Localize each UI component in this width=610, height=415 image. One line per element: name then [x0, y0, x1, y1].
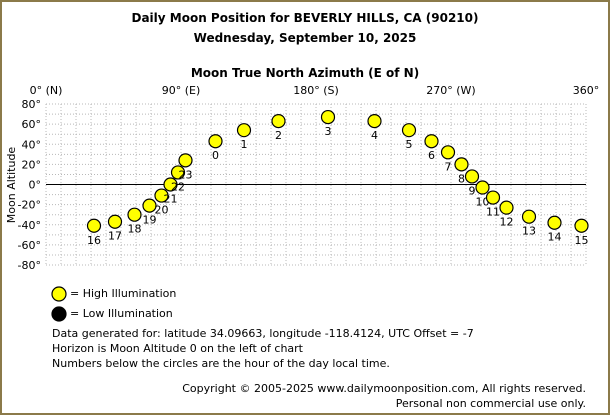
moon-position-point [475, 180, 490, 195]
copyright-text: Copyright © 2005-2025 www.dailymoonposit… [182, 382, 586, 395]
y-tick-label: -40° [18, 219, 41, 232]
moon-position-point [178, 153, 193, 168]
chart-date: Wednesday, September 10, 2025 [193, 31, 417, 45]
info-line-hours: Numbers below the circles are the hour o… [52, 357, 390, 370]
hour-label: 0 [212, 149, 219, 162]
hour-label: 14 [548, 231, 562, 244]
moon-position-point [86, 218, 102, 233]
personal-use-text: Personal non commercial use only. [395, 397, 586, 410]
moon-position-point [142, 198, 157, 213]
moon-position-point [271, 114, 286, 129]
y-tick-label: -80° [18, 259, 41, 272]
moon-position-point [208, 134, 223, 149]
hour-label: 13 [522, 225, 536, 238]
moon-position-point [574, 218, 589, 233]
chart-title: Daily Moon Position for BEVERLY HILLS, C… [131, 11, 479, 25]
hour-label: 21 [164, 193, 178, 206]
legend-high-marker [51, 286, 67, 302]
moon-position-point [107, 214, 123, 229]
moon-position-point [440, 145, 456, 160]
hour-label: 9 [469, 184, 476, 197]
moon-position-point [127, 207, 142, 222]
y-tick-label: 0° [29, 179, 42, 192]
info-line-horizon: Horizon is Moon Altitude 0 on the left o… [52, 342, 303, 355]
grid-layer [45, 103, 587, 266]
hour-label: 3 [325, 125, 332, 138]
x-axis-title: Moon True North Azimuth (E of N) [190, 66, 420, 80]
hour-label: 10 [476, 196, 490, 209]
y-tick-label: 40° [22, 138, 42, 151]
hour-label: 7 [445, 160, 452, 173]
legend-low-label: = Low Illumination [70, 307, 173, 320]
y-tick-label: 20° [22, 158, 42, 171]
tick-label-layer: 0° (N) 90° (E) 180° (S) 270° (W) 360°80°60°4… [18, 84, 600, 272]
y-tick-label: 80° [22, 98, 42, 111]
x-tick-label: 180° (S) [293, 84, 339, 97]
hour-label: 23 [179, 168, 193, 181]
moon-position-point [163, 177, 178, 192]
moon-position-point [401, 123, 417, 138]
hour-label: 16 [87, 234, 101, 247]
hour-label: 11 [486, 206, 500, 219]
hour-label: 20 [155, 204, 169, 217]
x-tick-label: 360° [573, 84, 600, 97]
hour-label: 17 [108, 230, 122, 243]
y-axis-title: Moon Altitude [5, 147, 18, 224]
hour-label: 2 [275, 129, 282, 142]
moon-position-point [170, 165, 186, 180]
hour-label: 4 [371, 129, 378, 142]
hour-label: 15 [575, 234, 589, 247]
moon-position-point [154, 188, 169, 203]
moon-position-point [521, 209, 537, 224]
hour-label: 5 [406, 138, 413, 151]
hour-label: 12 [500, 216, 514, 229]
legend-high-label: = High Illumination [70, 287, 177, 300]
moon-position-point [236, 123, 252, 138]
moon-position-point [367, 114, 382, 129]
y-tick-label: -20° [18, 199, 41, 212]
hour-label: 18 [128, 223, 142, 236]
y-tick-label: -60° [18, 239, 41, 252]
moon-position-point [320, 109, 336, 125]
info-line-location: Data generated for: latitude 34.09663, l… [52, 327, 474, 340]
moon-position-point [464, 169, 480, 184]
moon-position-point [424, 134, 439, 149]
y-tick-label: 60° [22, 118, 42, 131]
x-tick-label: 0° (N) [30, 84, 63, 97]
legend-low-marker [51, 306, 67, 322]
moon-position-point [499, 200, 514, 215]
moon-position-point [454, 157, 469, 172]
moon-position-point [485, 190, 501, 205]
hour-label: 22 [171, 180, 185, 193]
hour-label: 1 [241, 138, 248, 151]
x-tick-label: 90° (E) [162, 84, 201, 97]
hour-label: 19 [143, 214, 157, 227]
hour-label: 8 [458, 172, 465, 185]
x-tick-label: 270° (W) [426, 84, 475, 97]
hour-label: 6 [428, 149, 435, 162]
moon-position-point [547, 215, 562, 230]
